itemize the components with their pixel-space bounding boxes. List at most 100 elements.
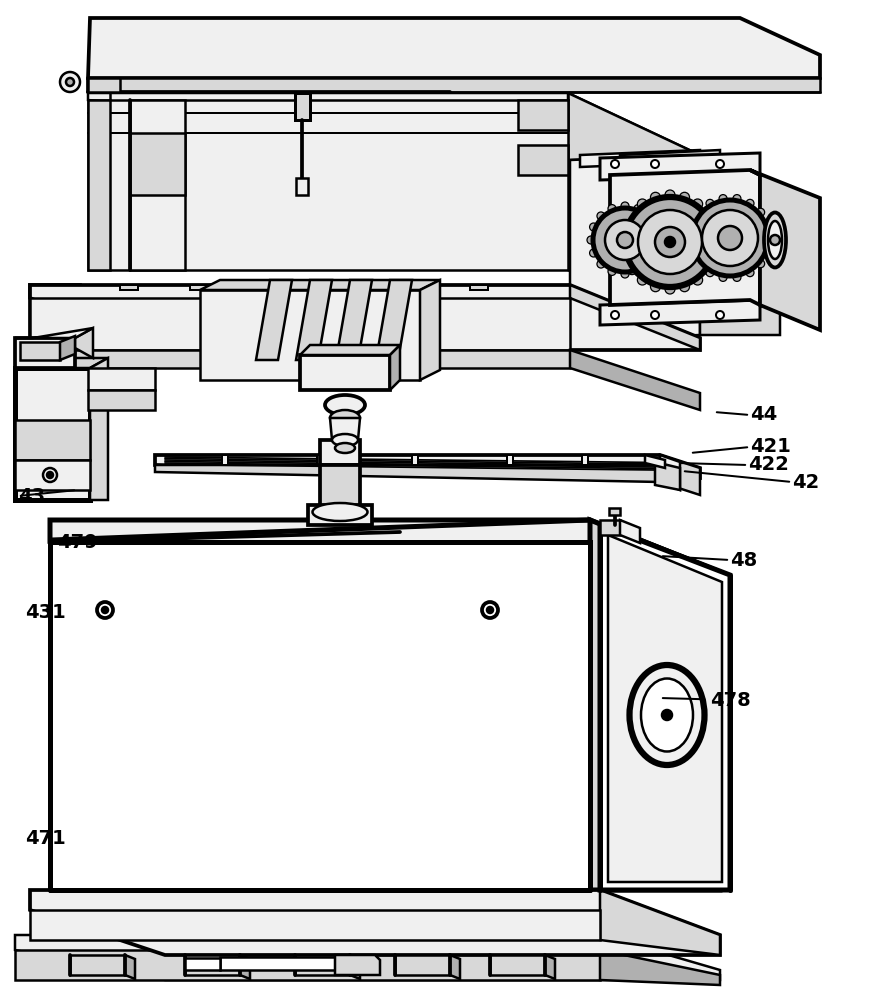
Polygon shape (15, 368, 90, 500)
Circle shape (645, 212, 653, 220)
Circle shape (587, 236, 595, 244)
Polygon shape (15, 460, 90, 490)
Text: 43: 43 (18, 487, 45, 506)
Circle shape (679, 192, 690, 202)
Polygon shape (30, 350, 570, 368)
Polygon shape (30, 285, 700, 350)
Circle shape (719, 273, 727, 281)
Polygon shape (330, 418, 360, 440)
Circle shape (593, 208, 657, 272)
Polygon shape (330, 285, 348, 290)
Text: 421: 421 (750, 438, 791, 456)
Polygon shape (88, 18, 820, 78)
Polygon shape (600, 890, 720, 955)
Polygon shape (335, 955, 380, 975)
Polygon shape (80, 285, 95, 490)
Circle shape (712, 237, 722, 247)
Polygon shape (15, 338, 75, 368)
Text: 44: 44 (750, 406, 777, 424)
Circle shape (764, 248, 772, 256)
Circle shape (608, 205, 616, 213)
Circle shape (589, 249, 597, 257)
Ellipse shape (335, 443, 355, 453)
Circle shape (627, 209, 637, 219)
Polygon shape (70, 955, 125, 975)
Polygon shape (120, 285, 138, 290)
Polygon shape (600, 525, 730, 890)
Polygon shape (570, 285, 700, 350)
Polygon shape (570, 350, 700, 410)
Circle shape (487, 607, 493, 613)
Polygon shape (30, 910, 600, 940)
Polygon shape (570, 155, 700, 340)
Polygon shape (155, 455, 700, 478)
Polygon shape (390, 345, 400, 390)
Circle shape (719, 195, 727, 203)
Polygon shape (75, 328, 93, 358)
Circle shape (766, 234, 774, 242)
Polygon shape (240, 955, 250, 979)
Circle shape (597, 212, 605, 220)
Circle shape (608, 267, 616, 275)
Polygon shape (608, 535, 722, 882)
Polygon shape (580, 150, 700, 167)
Polygon shape (296, 280, 332, 360)
Polygon shape (295, 955, 350, 975)
Polygon shape (620, 520, 640, 543)
Polygon shape (610, 170, 760, 305)
Polygon shape (320, 440, 360, 465)
Circle shape (611, 311, 619, 319)
Circle shape (621, 202, 629, 210)
Polygon shape (450, 955, 460, 979)
Circle shape (746, 269, 754, 277)
Circle shape (621, 270, 629, 278)
Polygon shape (700, 155, 780, 200)
Polygon shape (300, 345, 400, 355)
Circle shape (706, 269, 714, 277)
Polygon shape (568, 93, 700, 330)
Circle shape (770, 235, 780, 245)
Polygon shape (600, 300, 760, 325)
Circle shape (718, 226, 742, 250)
Polygon shape (88, 78, 820, 92)
Circle shape (620, 252, 630, 262)
Polygon shape (130, 133, 185, 195)
Circle shape (66, 78, 74, 86)
Polygon shape (645, 455, 665, 468)
Polygon shape (222, 455, 228, 465)
Circle shape (688, 220, 696, 228)
Polygon shape (88, 390, 155, 410)
Polygon shape (660, 455, 680, 490)
Polygon shape (90, 358, 108, 500)
Text: 422: 422 (748, 456, 788, 475)
Circle shape (627, 265, 637, 275)
Circle shape (733, 273, 741, 281)
Polygon shape (30, 285, 80, 490)
Polygon shape (400, 285, 418, 290)
Polygon shape (490, 955, 545, 975)
Polygon shape (50, 542, 590, 890)
Polygon shape (88, 368, 155, 390)
Circle shape (617, 232, 633, 248)
Circle shape (716, 311, 724, 319)
Polygon shape (350, 955, 360, 979)
Circle shape (43, 468, 57, 482)
Polygon shape (15, 950, 600, 980)
Circle shape (618, 237, 628, 247)
Ellipse shape (330, 410, 360, 426)
Circle shape (692, 200, 768, 276)
Polygon shape (88, 93, 700, 160)
Ellipse shape (630, 665, 705, 765)
Polygon shape (185, 955, 240, 975)
Circle shape (710, 222, 720, 232)
Polygon shape (30, 890, 720, 955)
Ellipse shape (764, 213, 786, 267)
Polygon shape (15, 358, 108, 368)
Polygon shape (600, 153, 760, 180)
Polygon shape (60, 336, 75, 360)
Polygon shape (376, 280, 412, 360)
Circle shape (665, 284, 675, 294)
Ellipse shape (768, 221, 782, 259)
Polygon shape (600, 520, 620, 535)
Circle shape (757, 208, 765, 216)
